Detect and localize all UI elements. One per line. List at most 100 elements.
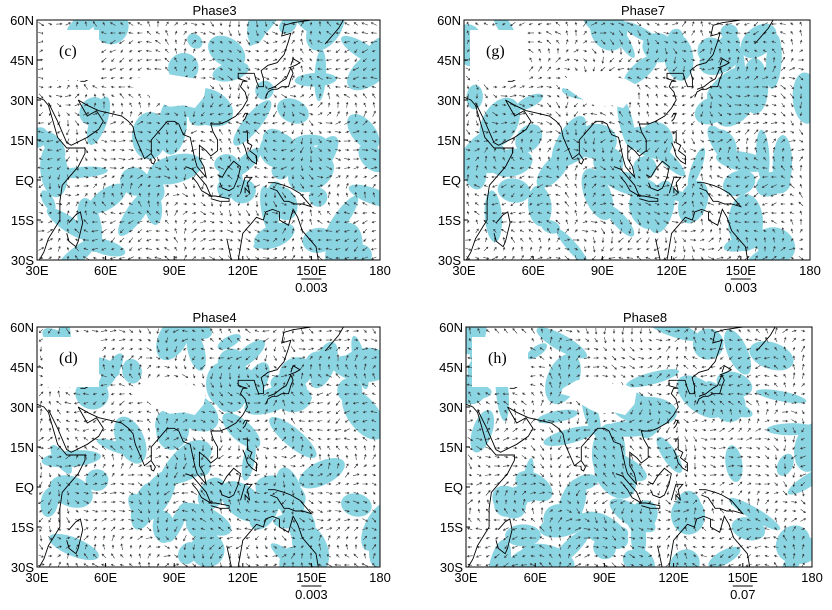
shaded-region <box>633 156 657 179</box>
shaded-region <box>147 153 203 185</box>
map-area <box>37 327 380 567</box>
shaded-region <box>156 408 190 450</box>
coastline <box>466 403 515 567</box>
shaded-region <box>50 444 72 474</box>
x-tick-label: 180 <box>799 263 821 278</box>
reference-vector-label: 0.003 <box>295 280 328 295</box>
x-tick-label: 90E <box>163 570 186 585</box>
shaded-region <box>640 412 663 439</box>
coastline <box>639 502 661 509</box>
coastline <box>670 483 684 501</box>
shaded-region <box>786 536 812 564</box>
shaded-region <box>551 115 587 168</box>
coastline <box>637 195 659 202</box>
shaded-region <box>172 327 212 340</box>
shaded-region <box>294 72 337 87</box>
reference-vector-label: 0.003 <box>725 280 758 295</box>
shaded-region <box>241 439 256 481</box>
shaded-region <box>645 327 701 342</box>
y-tick-label: EQ <box>15 480 34 495</box>
coastlines <box>37 327 344 567</box>
coastline <box>699 489 745 515</box>
y-tick-label: 15N <box>10 133 34 148</box>
shaded-region <box>270 543 318 567</box>
shaded-region <box>663 33 694 81</box>
y-tick-label: 60N <box>439 320 463 335</box>
y-tick-label: 60N <box>10 13 34 28</box>
coastlines <box>37 20 344 260</box>
coastline <box>37 96 86 260</box>
shaded-region <box>208 35 246 68</box>
reference-vector-label: 0.07 <box>730 587 755 602</box>
shaded-region <box>572 474 599 490</box>
shaded-region <box>93 20 129 45</box>
coastline <box>754 20 774 45</box>
coastline <box>66 211 84 248</box>
shaded-region <box>49 475 93 508</box>
shaded-region <box>756 389 807 404</box>
coastline <box>77 327 312 486</box>
panel-label: (d) <box>59 350 78 367</box>
shaded-region <box>156 327 191 361</box>
shaded-region <box>715 150 770 172</box>
y-tick-label: 15S <box>11 520 34 535</box>
label-box <box>470 30 526 80</box>
shaded-region <box>347 113 380 151</box>
coastline <box>647 467 672 499</box>
shaded-region <box>497 178 531 203</box>
coastline <box>477 406 534 453</box>
x-tick-label: 90E <box>163 263 186 278</box>
y-tick-label: 15N <box>439 440 463 455</box>
coastline <box>37 403 86 567</box>
shaded-region <box>556 228 589 260</box>
coastlines <box>466 327 776 567</box>
label-box <box>43 337 99 387</box>
shaded-region <box>255 80 274 100</box>
significance-shading <box>40 327 380 567</box>
shaded-region <box>170 103 209 117</box>
coastline <box>673 438 688 472</box>
shaded-region <box>46 207 90 241</box>
coastline <box>697 182 743 208</box>
coastline <box>226 515 319 567</box>
coastline <box>719 365 733 376</box>
vector-arrows <box>37 20 378 260</box>
coastline <box>580 460 587 472</box>
coastline <box>47 406 104 453</box>
shaded-region <box>306 20 345 51</box>
shaded-region <box>776 453 794 476</box>
shaded-region <box>692 328 724 360</box>
x-tick-label: 120E <box>656 263 687 278</box>
y-tick-label: 15N <box>437 133 461 148</box>
shaded-region <box>348 184 380 208</box>
shaded-region <box>217 177 238 199</box>
shaded-region <box>713 387 746 423</box>
coastline <box>696 373 725 405</box>
shaded-region <box>230 339 265 370</box>
coastline <box>208 195 230 202</box>
shaded-region <box>515 124 543 153</box>
shaded-region <box>197 477 226 511</box>
x-tick-label: 30E <box>25 570 48 585</box>
x-tick-label: 150E <box>728 570 759 585</box>
x-tick-label: 30E <box>25 263 48 278</box>
shaded-region <box>792 72 810 124</box>
y-tick-label: 15N <box>10 440 34 455</box>
x-tick-label: 120E <box>228 570 259 585</box>
x-tick-label: 180 <box>369 570 391 585</box>
shaded-region <box>139 173 165 204</box>
coastline <box>242 419 249 429</box>
y-tick-label: 45N <box>10 360 34 375</box>
panel-title: Phase7 <box>621 3 665 18</box>
panel-phase3: (c) Phase3 30E 60E 90E 120E 150E 180 60N 45N 30N 15… <box>10 3 391 295</box>
shaded-region <box>627 548 655 567</box>
x-tick-label: 120E <box>658 570 689 585</box>
shaded-region <box>341 493 372 517</box>
y-tick-label: 30N <box>10 400 34 415</box>
shaded-region <box>670 496 706 535</box>
x-tick-label: 120E <box>228 263 259 278</box>
shaded-region <box>515 93 544 111</box>
wind-vectors <box>466 327 807 567</box>
shaded-region <box>687 147 706 188</box>
